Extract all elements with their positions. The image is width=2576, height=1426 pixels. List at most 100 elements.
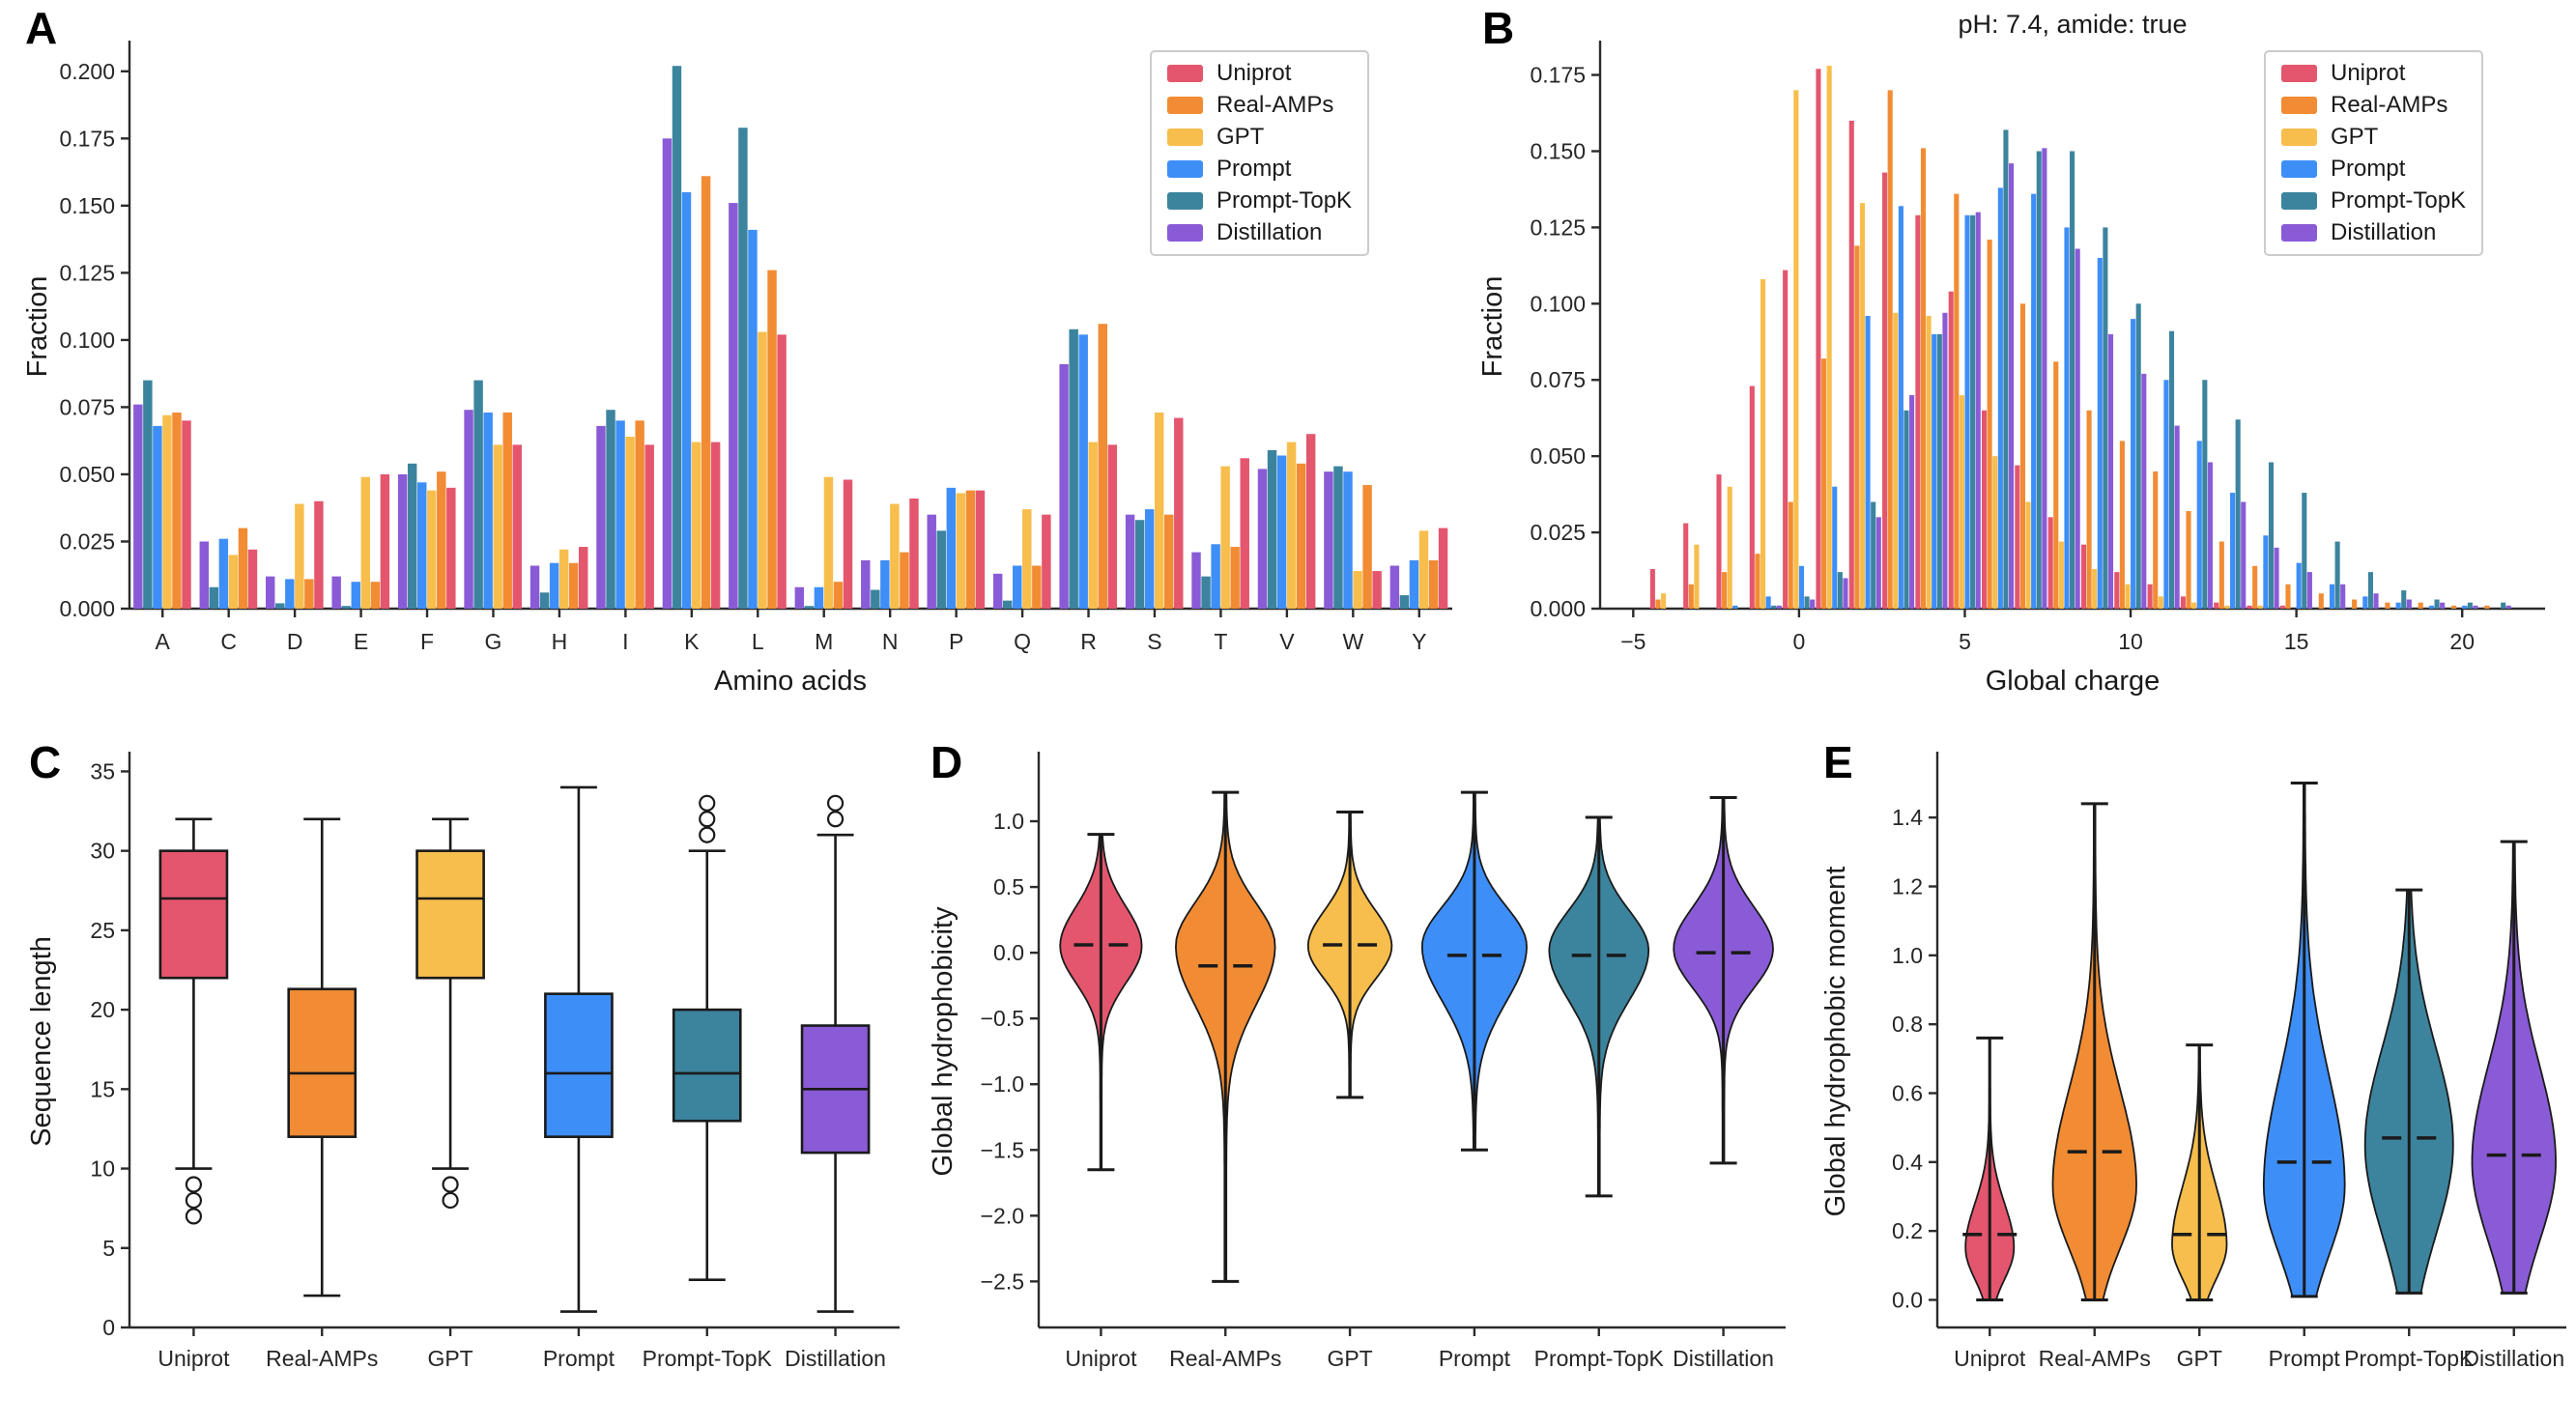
bar: [2107, 333, 2114, 609]
bar: [341, 606, 351, 609]
y-tick-label: 20: [90, 997, 115, 1022]
bar: [2119, 441, 2125, 609]
bar: [1783, 270, 1789, 609]
bar: [1438, 528, 1448, 609]
bar: [2207, 462, 2213, 609]
bar: [162, 414, 172, 609]
bar: [1362, 485, 1372, 609]
panel-b-xlabel: Global charge: [1986, 666, 2161, 697]
bar: [2064, 227, 2070, 610]
bar: [1832, 486, 1838, 609]
box: [544, 992, 614, 1138]
bar: [483, 412, 493, 609]
bar: [2047, 517, 2053, 609]
bar: [2135, 303, 2141, 609]
bar: [1267, 449, 1277, 609]
x-tick-label: Distillation: [2463, 1346, 2564, 1371]
y-tick-label: −0.5: [981, 1006, 1024, 1031]
bar: [2428, 605, 2434, 609]
bar: [1078, 334, 1088, 609]
bar: [767, 270, 777, 609]
outlier: [185, 1191, 203, 1210]
bar: [2075, 248, 2080, 609]
bar: [1776, 605, 1782, 609]
panel-b-label: B: [1482, 3, 1515, 53]
bar: [814, 586, 824, 609]
bar: [1959, 395, 1964, 609]
bar: [1992, 456, 1998, 609]
bar: [880, 559, 890, 609]
x-tick-label: D: [287, 629, 303, 654]
y-tick-label: 0.0: [1892, 1287, 1923, 1312]
bar: [2153, 471, 2159, 609]
bar: [2252, 565, 2258, 609]
bar: [1069, 328, 1078, 609]
bar: [153, 425, 162, 609]
panel-c-ylabel: Sequence length: [26, 936, 57, 1147]
bar: [304, 579, 314, 609]
legend-swatch-icon: [2281, 192, 2317, 210]
bar: [2263, 535, 2269, 609]
x-tick-label: Y: [1412, 629, 1426, 654]
legend-label: Prompt: [2331, 156, 2406, 182]
bar: [2003, 129, 2009, 609]
bar: [1871, 501, 1876, 609]
bar: [530, 565, 540, 609]
bar: [1191, 552, 1201, 609]
bar: [956, 493, 966, 609]
bar: [1975, 212, 1981, 609]
x-tick-label: H: [552, 629, 568, 654]
x-tick-label: Real-AMPs: [1169, 1346, 1281, 1371]
bar: [1022, 509, 1032, 609]
bar: [1134, 520, 1145, 609]
bar: [2484, 605, 2490, 609]
bar: [427, 490, 437, 609]
bar: [2230, 493, 2236, 609]
bar: [1372, 571, 1382, 609]
bar: [1088, 442, 1098, 609]
legend-label: Uniprot: [2331, 60, 2406, 86]
y-tick-label: 35: [90, 758, 115, 784]
y-tick-label: 1.2: [1892, 874, 1923, 899]
bar: [1882, 172, 1888, 609]
bar: [2395, 602, 2401, 609]
y-tick-label: 0: [102, 1315, 115, 1340]
bar: [1788, 501, 1793, 609]
panel-e: E Global hydrophobic moment 0.0 0.2 0.4 0.6…: [1812, 727, 2574, 1418]
y-tick-label: 0.025: [1530, 520, 1586, 545]
bar: [2274, 547, 2279, 609]
bar: [1059, 363, 1069, 609]
panel-b-legend: Uniprot Real-AMPs GPT Prompt Prompt-TopK Dist…: [2264, 50, 2484, 256]
panel-b-title: pH: 7.4, amide: true: [1958, 10, 2187, 39]
bar: [2302, 493, 2307, 609]
bar: [2158, 596, 2163, 609]
legend-item: Distillation: [1167, 221, 1352, 244]
bar: [1970, 214, 1976, 609]
y-tick-label: 0.4: [1892, 1150, 1923, 1175]
bar: [133, 404, 143, 609]
x-tick-label: Real-AMPs: [2039, 1346, 2151, 1371]
bar: [2174, 425, 2180, 609]
bar: [558, 549, 569, 609]
bar: [1865, 315, 1871, 609]
x-tick-label: R: [1080, 629, 1097, 654]
bar: [579, 547, 588, 609]
bar: [691, 442, 701, 609]
bar: [2214, 602, 2219, 609]
outlier: [185, 1208, 203, 1225]
bar: [1655, 599, 1661, 609]
legend-label: Real-AMPs: [2331, 92, 2448, 118]
bar: [965, 490, 976, 609]
bar: [331, 576, 341, 609]
panel-b-chart: pH: 7.4, amide: true Fraction Global cha…: [1477, 10, 2545, 697]
x-tick-label: GPT: [2177, 1346, 2222, 1371]
panel-c-chart: Sequence length 0 5 10 15 20 25 30 35 Uniprot Rea…: [26, 752, 900, 1371]
y-tick-label: 0.075: [1530, 367, 1586, 392]
bar: [2268, 462, 2275, 609]
bar: [380, 473, 390, 609]
panel-d: D Global hydrophobicity 1.0 0.5 0.0 −0.5 −1.…: [923, 727, 1797, 1418]
bar: [238, 528, 248, 609]
y-tick-label: 1.0: [1892, 943, 1923, 968]
bar: [266, 576, 275, 609]
bar: [1694, 544, 1700, 609]
